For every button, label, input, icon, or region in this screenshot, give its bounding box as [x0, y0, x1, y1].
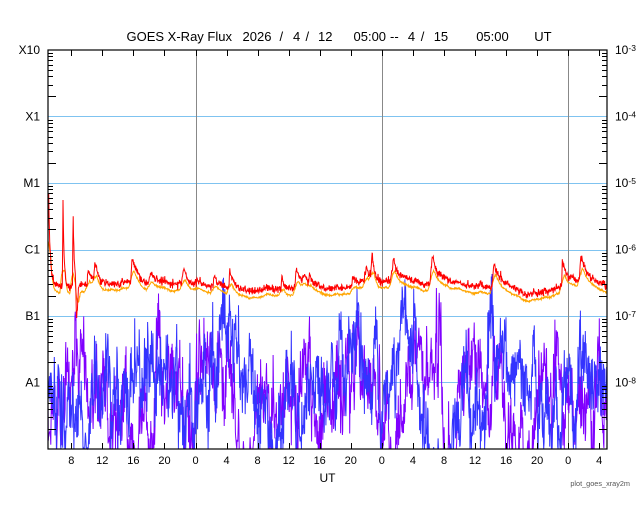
svg-text:05:00: 05:00 — [476, 29, 509, 44]
svg-text:8: 8 — [441, 455, 447, 467]
svg-text:--: -- — [390, 29, 399, 44]
svg-text:12: 12 — [469, 455, 481, 467]
svg-text:/: / — [306, 29, 310, 44]
svg-text:/: / — [421, 29, 425, 44]
svg-text:GOES X-Ray Flux: GOES X-Ray Flux — [127, 29, 233, 44]
svg-text:2026: 2026 — [243, 29, 272, 44]
svg-text:4: 4 — [410, 455, 416, 467]
svg-text:UT: UT — [320, 471, 337, 485]
svg-text:16: 16 — [314, 455, 326, 467]
svg-text:4: 4 — [596, 455, 602, 467]
svg-text:0: 0 — [379, 455, 385, 467]
svg-text:4: 4 — [293, 29, 300, 44]
svg-text:X1: X1 — [25, 110, 40, 124]
svg-text:8: 8 — [68, 455, 74, 467]
svg-text:C1: C1 — [25, 243, 41, 257]
svg-text:05:00: 05:00 — [354, 29, 387, 44]
svg-text:20: 20 — [531, 455, 543, 467]
svg-text:X10: X10 — [19, 43, 41, 57]
svg-text:12: 12 — [283, 455, 295, 467]
svg-text:4: 4 — [224, 455, 230, 467]
svg-text:16: 16 — [127, 455, 139, 467]
svg-text:15: 15 — [434, 29, 448, 44]
svg-text:12: 12 — [96, 455, 108, 467]
svg-text:UT: UT — [534, 29, 551, 44]
svg-text:0: 0 — [192, 455, 198, 467]
svg-text:8: 8 — [255, 455, 261, 467]
svg-text:0: 0 — [565, 455, 571, 467]
svg-text:16: 16 — [500, 455, 512, 467]
svg-text:B1: B1 — [25, 309, 40, 323]
svg-text:4: 4 — [408, 29, 415, 44]
svg-text:M1: M1 — [23, 176, 40, 190]
svg-text:12: 12 — [318, 29, 332, 44]
svg-text:/: / — [280, 29, 284, 44]
svg-text:20: 20 — [158, 455, 170, 467]
svg-text:plot_goes_xray2m: plot_goes_xray2m — [570, 479, 630, 488]
svg-text:20: 20 — [345, 455, 357, 467]
svg-text:A1: A1 — [25, 376, 40, 390]
